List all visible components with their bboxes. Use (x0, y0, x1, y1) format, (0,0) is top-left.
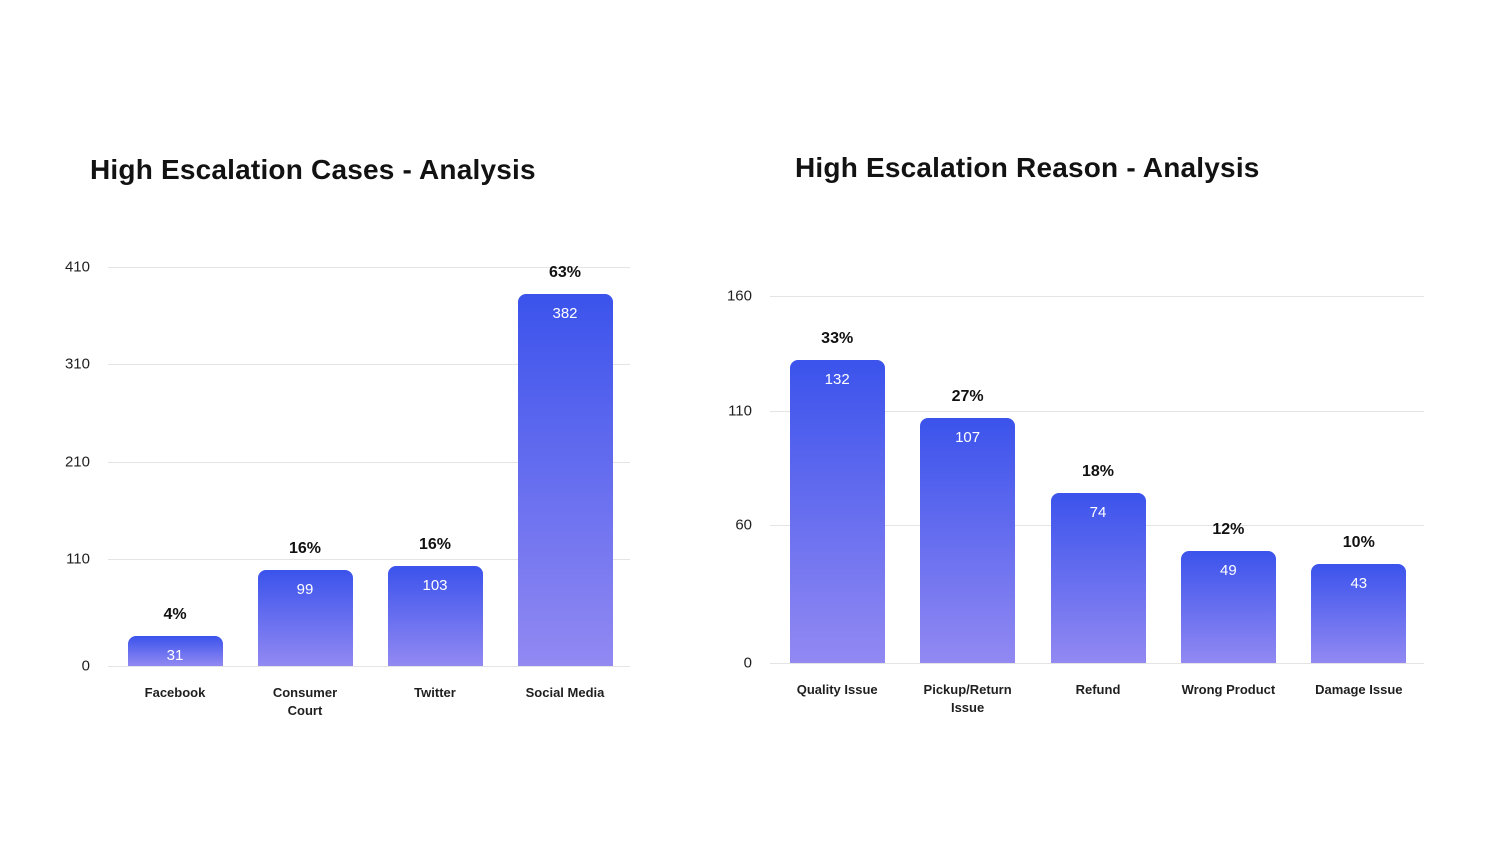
bar-value-label: 43 (1350, 575, 1368, 593)
bar-value-label: 132 (824, 371, 850, 389)
bar-percent-label: 27% (951, 387, 984, 405)
bar (920, 417, 1016, 663)
bar-percent-label: 16% (418, 535, 452, 553)
x-axis-category-label: Pickup/Return Issue (923, 682, 1012, 715)
bar-percent-label: 4% (163, 605, 187, 623)
bar-percent-label: 33% (821, 330, 854, 348)
x-axis-category-label: Twitter (414, 685, 456, 700)
bar-percent-label: 63% (548, 264, 582, 282)
bar-value-label: 74 (1089, 504, 1107, 522)
x-axis-category-label: Social Media (525, 685, 605, 700)
y-axis-tick-label: 60 (735, 516, 752, 534)
bar-percent-label: 16% (288, 539, 322, 557)
y-axis-tick-label: 410 (64, 258, 90, 276)
bar-value-label: 31 (166, 646, 184, 664)
gridline (770, 663, 1424, 664)
escalation-reason-chart: High Escalation Reason - Analysis 0 60 110… (710, 140, 1450, 760)
gridline (108, 364, 630, 366)
bar-percent-label: 12% (1212, 520, 1245, 538)
bar (1311, 564, 1407, 663)
chart-title: High Escalation Reason - Analysis (795, 152, 1260, 183)
y-axis-tick-label: 0 (81, 657, 90, 675)
x-axis-category-label: Wrong Product (1181, 682, 1276, 697)
bar-value-label: 107 (955, 428, 981, 446)
y-axis-tick-label: 210 (64, 453, 90, 471)
x-axis-category-label: Facebook (144, 685, 206, 700)
bar (257, 569, 353, 666)
gridline (108, 666, 630, 667)
x-axis-category-label: Consumer Court (272, 685, 338, 718)
bar-percent-label: 10% (1342, 534, 1375, 552)
x-axis-category-label: Refund (1075, 682, 1121, 697)
bar-value-label: 99 (296, 580, 314, 598)
bar-value-label: 49 (1220, 561, 1237, 579)
gridline (108, 267, 630, 268)
bar-value-label: 382 (552, 305, 578, 323)
y-axis-tick-label: 310 (64, 355, 90, 373)
bar (1180, 550, 1276, 663)
gridline (108, 461, 630, 463)
x-axis-category-label: Damage Issue (1315, 682, 1403, 697)
bar (387, 565, 483, 666)
escalation-cases-chart: High Escalation Cases - Analysis 0 110 210… (65, 140, 670, 760)
bar-percent-label: 18% (1081, 463, 1115, 481)
bar (1050, 493, 1146, 663)
y-axis-tick-label: 160 (726, 287, 752, 305)
bar (789, 360, 885, 663)
y-axis-tick-label: 110 (66, 550, 90, 568)
x-axis-category-label: Quality Issue (796, 682, 878, 697)
y-axis-tick-label: 110 (728, 402, 752, 420)
bar (517, 294, 613, 666)
gridline (770, 410, 1424, 412)
bar (127, 635, 223, 666)
gridline (108, 558, 630, 560)
chart-title: High Escalation Cases - Analysis (90, 154, 536, 185)
bar-value-label: 103 (422, 576, 448, 594)
gridline (770, 296, 1424, 297)
y-axis-tick-label: 0 (743, 654, 752, 672)
